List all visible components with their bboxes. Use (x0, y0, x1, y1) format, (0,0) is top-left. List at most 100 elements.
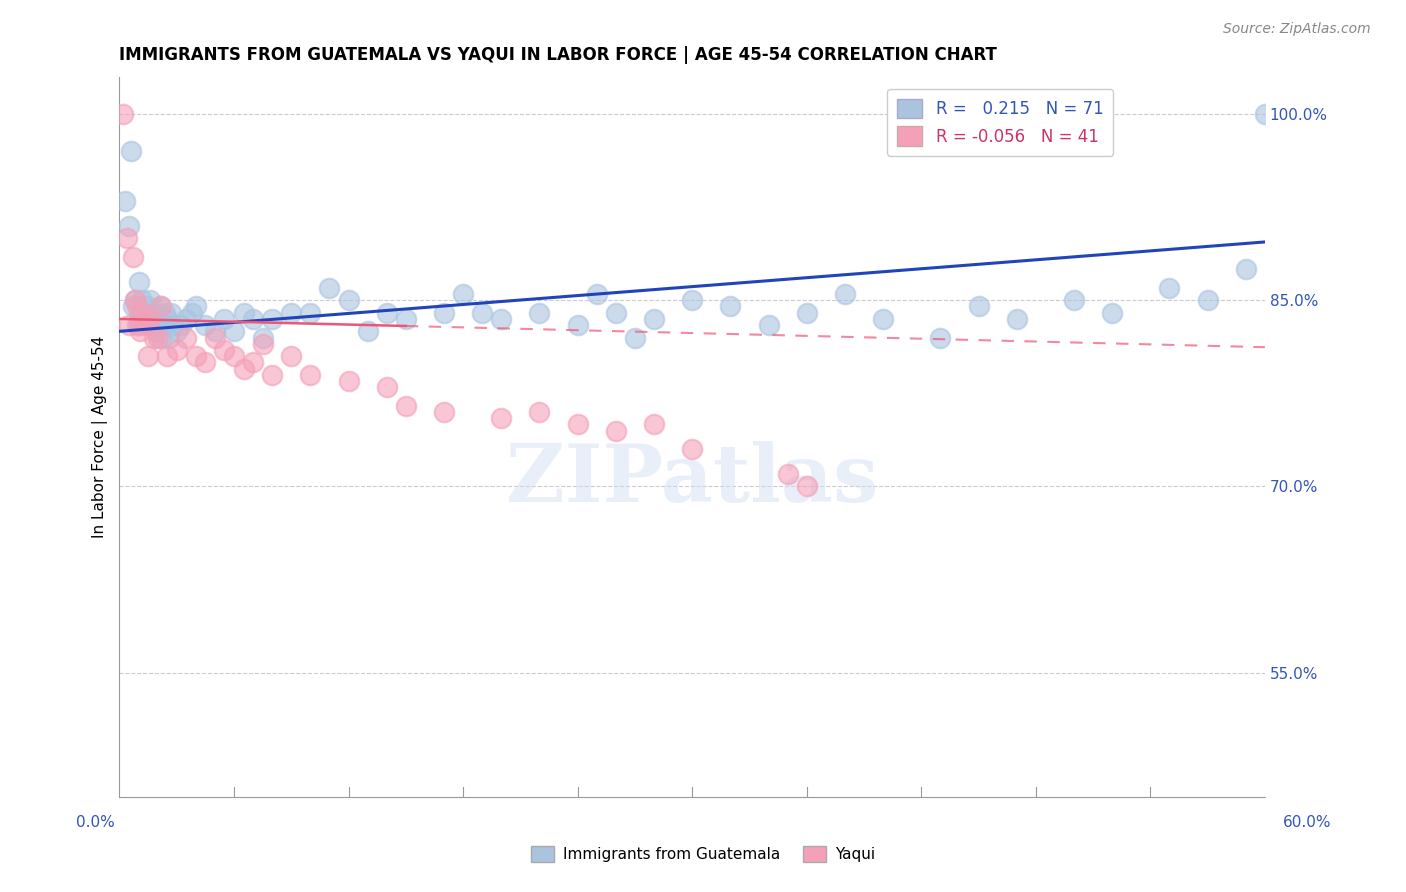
Point (252, 330, 274, 344)
Point (262, 312, 284, 326)
Point (529, 306, 551, 320)
Point (134, 306, 156, 320)
Y-axis label: In Labor Force | Age 45-54: In Labor Force | Age 45-54 (93, 335, 108, 538)
Point (135, 318, 157, 332)
Point (395, 399, 418, 413)
Point (120, 145, 142, 159)
Point (114, 194, 136, 208)
Point (1197, 293, 1219, 308)
Point (128, 306, 150, 320)
Point (181, 306, 204, 320)
Point (174, 330, 197, 344)
Point (135, 300, 157, 314)
Point (567, 318, 589, 332)
Point (214, 312, 236, 326)
Point (166, 324, 188, 338)
Point (491, 411, 513, 425)
Point (146, 318, 169, 332)
Point (131, 306, 153, 320)
Text: 60.0%: 60.0% (1284, 815, 1331, 830)
Point (129, 312, 152, 326)
Text: IMMIGRANTS FROM GUATEMALA VS YAQUI IN LABOR FORCE | AGE 45-54 CORRELATION CHART: IMMIGRANTS FROM GUATEMALA VS YAQUI IN LA… (120, 46, 997, 64)
Point (160, 306, 183, 320)
Point (299, 306, 322, 320)
Point (356, 324, 378, 338)
Point (125, 300, 148, 314)
Point (242, 312, 264, 326)
Point (796, 306, 818, 320)
Point (375, 306, 398, 320)
Legend: R =   0.215   N = 71, R = -0.056   N = 41: R = 0.215 N = 71, R = -0.056 N = 41 (887, 89, 1114, 155)
Point (124, 293, 146, 308)
Point (118, 318, 141, 332)
Point (758, 318, 780, 332)
Text: ZIPatlas: ZIPatlas (506, 441, 879, 519)
Point (681, 293, 703, 308)
Text: Source: ZipAtlas.com: Source: ZipAtlas.com (1223, 22, 1371, 37)
Point (174, 312, 197, 326)
Point (605, 424, 627, 438)
Point (232, 361, 254, 376)
Point (395, 312, 418, 326)
Point (337, 374, 360, 388)
Point (129, 324, 152, 338)
Point (204, 324, 226, 338)
Point (194, 355, 217, 369)
Point (567, 417, 589, 432)
Point (142, 306, 165, 320)
Legend: Immigrants from Guatemala, Yaqui: Immigrants from Guatemala, Yaqui (524, 840, 882, 868)
Point (139, 312, 162, 326)
Point (299, 368, 322, 382)
Point (624, 330, 647, 344)
Point (155, 306, 177, 320)
Point (222, 349, 245, 363)
Point (337, 293, 360, 308)
Point (796, 479, 818, 493)
Point (150, 330, 173, 344)
Point (156, 312, 179, 326)
Point (156, 349, 179, 363)
Point (433, 306, 456, 320)
Point (128, 275, 150, 289)
Point (214, 343, 236, 357)
Point (222, 324, 245, 338)
Point (318, 281, 340, 295)
Text: 0.0%: 0.0% (76, 815, 115, 830)
Point (194, 318, 217, 332)
Point (929, 330, 952, 344)
Point (1254, 107, 1277, 121)
Point (136, 318, 159, 332)
Point (184, 349, 207, 363)
Point (643, 312, 665, 326)
Point (115, 231, 138, 245)
Point (433, 405, 456, 419)
Point (146, 330, 169, 344)
Point (148, 300, 170, 314)
Point (529, 405, 551, 419)
Point (491, 312, 513, 326)
Point (125, 318, 148, 332)
Point (776, 467, 799, 481)
Point (252, 336, 274, 351)
Point (136, 349, 159, 363)
Point (605, 306, 627, 320)
Point (967, 300, 990, 314)
Point (166, 343, 188, 357)
Point (121, 300, 143, 314)
Point (150, 300, 173, 314)
Point (262, 368, 284, 382)
Point (124, 293, 146, 308)
Point (142, 330, 165, 344)
Point (872, 312, 894, 326)
Point (169, 318, 191, 332)
Point (157, 330, 180, 344)
Point (232, 306, 254, 320)
Point (643, 417, 665, 432)
Point (280, 349, 302, 363)
Point (131, 293, 153, 308)
Point (184, 300, 207, 314)
Point (585, 287, 607, 301)
Point (1234, 262, 1257, 277)
Point (128, 318, 150, 332)
Point (718, 300, 741, 314)
